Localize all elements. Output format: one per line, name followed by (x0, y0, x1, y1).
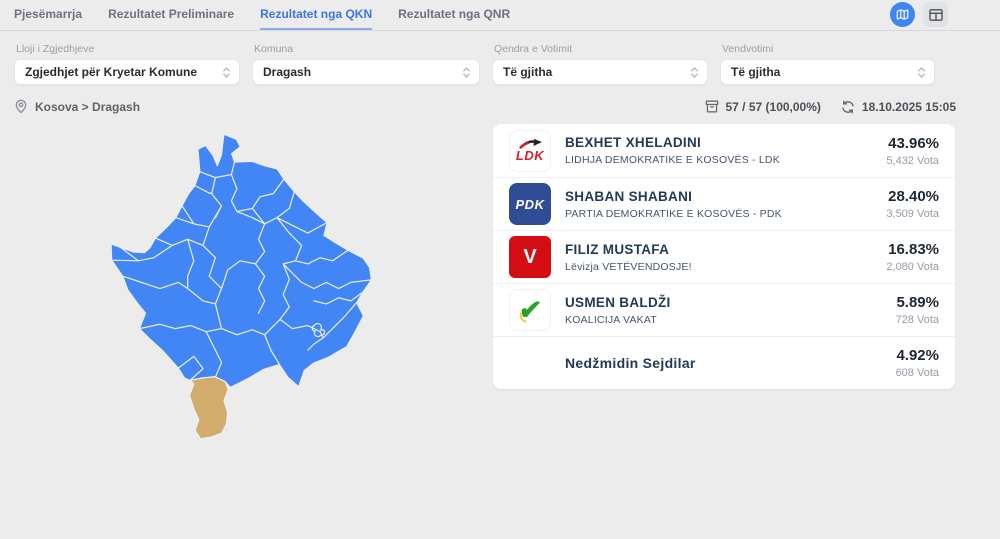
up-down-chevron-icon (222, 66, 231, 79)
refresh-icon[interactable] (841, 100, 855, 114)
result-row-2[interactable]: PDK SHABAN SHABANI PARTIA DEMOKRATIKE E … (493, 177, 955, 230)
candidate-party: LIDHJA DEMOKRATIKE E KOSOVËS - LDK (565, 154, 780, 166)
up-down-chevron-icon (917, 66, 926, 79)
filter-municipality: Komuna Dragash (252, 43, 480, 85)
vakat-party-logo: ✔ (509, 289, 551, 331)
status-stats: 57 / 57 (100,00%) 18.10.2025 15:05 (705, 100, 956, 114)
municipality-dragash-selected[interactable] (188, 376, 229, 440)
filter-election-type-label: Lloji i Zgjedhjeve (16, 43, 95, 55)
candidate-party: PARTIA DEMOKRATIKE E KOSOVËS - PDK (565, 207, 782, 220)
filter-polling-station: Vendvotimi Të gjitha (720, 43, 935, 85)
filter-municipality-select[interactable]: Dragash (252, 59, 480, 85)
empty-logo-spacer (509, 342, 551, 384)
tab-rezultatet-nga-qkn[interactable]: Rezultatet nga QKN (260, 0, 373, 30)
pdk-logo-text: PDK (515, 196, 545, 212)
last-updated-text: 18.10.2025 15:05 (861, 99, 956, 114)
counted-stations-stat: 57 / 57 (100,00%) (705, 100, 821, 114)
results-card: LDK BEXHET XHELADINI LIDHJA DEMOKRATIKE … (493, 124, 955, 389)
tab-rezultatet-preliminare[interactable]: Rezultatet Preliminare (108, 7, 235, 21)
filter-voting-center-select[interactable]: Të gjitha (492, 59, 708, 85)
candidate-name: SHABAN SHABANI (565, 188, 693, 204)
status-row: Kosova > Dragash 57 / 57 (100,00%) (0, 85, 1000, 114)
ldk-logo-text: LDK (515, 148, 545, 163)
candidate-name: FILIZ MUSTAFA (565, 241, 670, 257)
tab-rezultatet-nga-qnr[interactable]: Rezultatet nga QNR (398, 7, 511, 21)
filter-election-type: Lloji i Zgjedhjeve Zgjedhjet për Kryetar… (14, 43, 240, 85)
result-row-3[interactable]: V FILIZ MUSTAFA Lëvizja VETËVENDOSJE! 16… (493, 230, 955, 283)
table-icon (928, 8, 943, 21)
result-row-4[interactable]: ✔ USMEN BALDŽI KOALICIJA VAKAT 5.89% 728… (493, 283, 955, 336)
candidate-party: Lëvizja VETËVENDOSJE! (565, 260, 692, 273)
filter-polling-station-value: Të gjitha (731, 65, 781, 79)
filter-voting-center-label: Qendra e Votimit (494, 43, 573, 55)
candidate-name: Nedžmidin Sejdilar (565, 355, 696, 371)
candidate-votes: 5,432 Vota (886, 154, 939, 167)
candidate-percent: 5.89% (896, 294, 939, 311)
candidate-name: USMEN BALDŽI (565, 294, 671, 310)
tab-bar: Pjesëmarrja Rezultatet Preliminare Rezul… (0, 0, 1000, 31)
last-updated-stat: 18.10.2025 15:05 (841, 100, 956, 114)
tab-pjesemarrja[interactable]: Pjesëmarrja (14, 7, 83, 21)
filter-municipality-label: Komuna (254, 43, 294, 55)
candidate-votes: 608 Vota (895, 367, 939, 379)
candidate-percent: 43.96% (888, 134, 939, 152)
filter-election-type-value: Zgjedhjet për Kryetar Komune (25, 65, 198, 79)
ldk-party-logo: LDK (509, 129, 551, 172)
filter-voting-center-value: Të gjitha (503, 65, 553, 79)
vetevendosje-logo-text: V (523, 245, 537, 268)
up-down-chevron-icon (690, 66, 699, 79)
location-pin-icon (14, 99, 28, 114)
vetevendosje-party-logo: V (509, 236, 551, 278)
map-icon (896, 8, 909, 21)
candidate-percent: 16.83% (888, 241, 939, 258)
filter-municipality-value: Dragash (263, 65, 312, 79)
candidate-votes: 3,509 Vota (886, 208, 939, 220)
candidate-votes: 728 Vota (895, 314, 939, 326)
filter-row: Lloji i Zgjedhjeve Zgjedhjet për Kryetar… (0, 31, 1000, 85)
filter-polling-station-select[interactable]: Të gjitha (720, 59, 935, 85)
result-row-1[interactable]: LDK BEXHET XHELADINI LIDHJA DEMOKRATIKE … (493, 124, 955, 177)
candidate-name: BEXHET XHELADINI (565, 135, 702, 150)
table-view-button[interactable] (923, 2, 948, 27)
candidate-percent: 28.40% (888, 188, 939, 205)
kosovo-map[interactable] (92, 116, 462, 458)
kosovo-outline (110, 134, 372, 440)
filter-voting-center: Qendra e Votimit Të gjitha (492, 43, 708, 85)
result-row-5[interactable]: Nedžmidin Sejdilar 4.92% 608 Vota (493, 336, 955, 389)
breadcrumb-text: Kosova > Dragash (35, 99, 141, 114)
candidate-party: KOALICIJA VAKAT (565, 313, 657, 326)
map-view-button[interactable] (890, 2, 915, 27)
pdk-party-logo: PDK (509, 183, 551, 225)
municipality-borders (111, 161, 372, 381)
main-content: LDK BEXHET XHELADINI LIDHJA DEMOKRATIKE … (0, 114, 1000, 534)
candidate-percent: 4.92% (896, 347, 939, 364)
filter-election-type-select[interactable]: Zgjedhjet për Kryetar Komune (14, 59, 240, 85)
view-toggle (890, 2, 948, 27)
candidate-votes: 2,080 Vota (886, 261, 939, 273)
filter-polling-station-label: Vendvotimi (722, 43, 774, 55)
ldk-arrow-icon (519, 139, 542, 149)
up-down-chevron-icon (462, 66, 471, 79)
ballot-box-icon (705, 100, 719, 113)
counted-stations-text: 57 / 57 (100,00%) (725, 99, 821, 114)
breadcrumb: Kosova > Dragash (14, 99, 140, 114)
